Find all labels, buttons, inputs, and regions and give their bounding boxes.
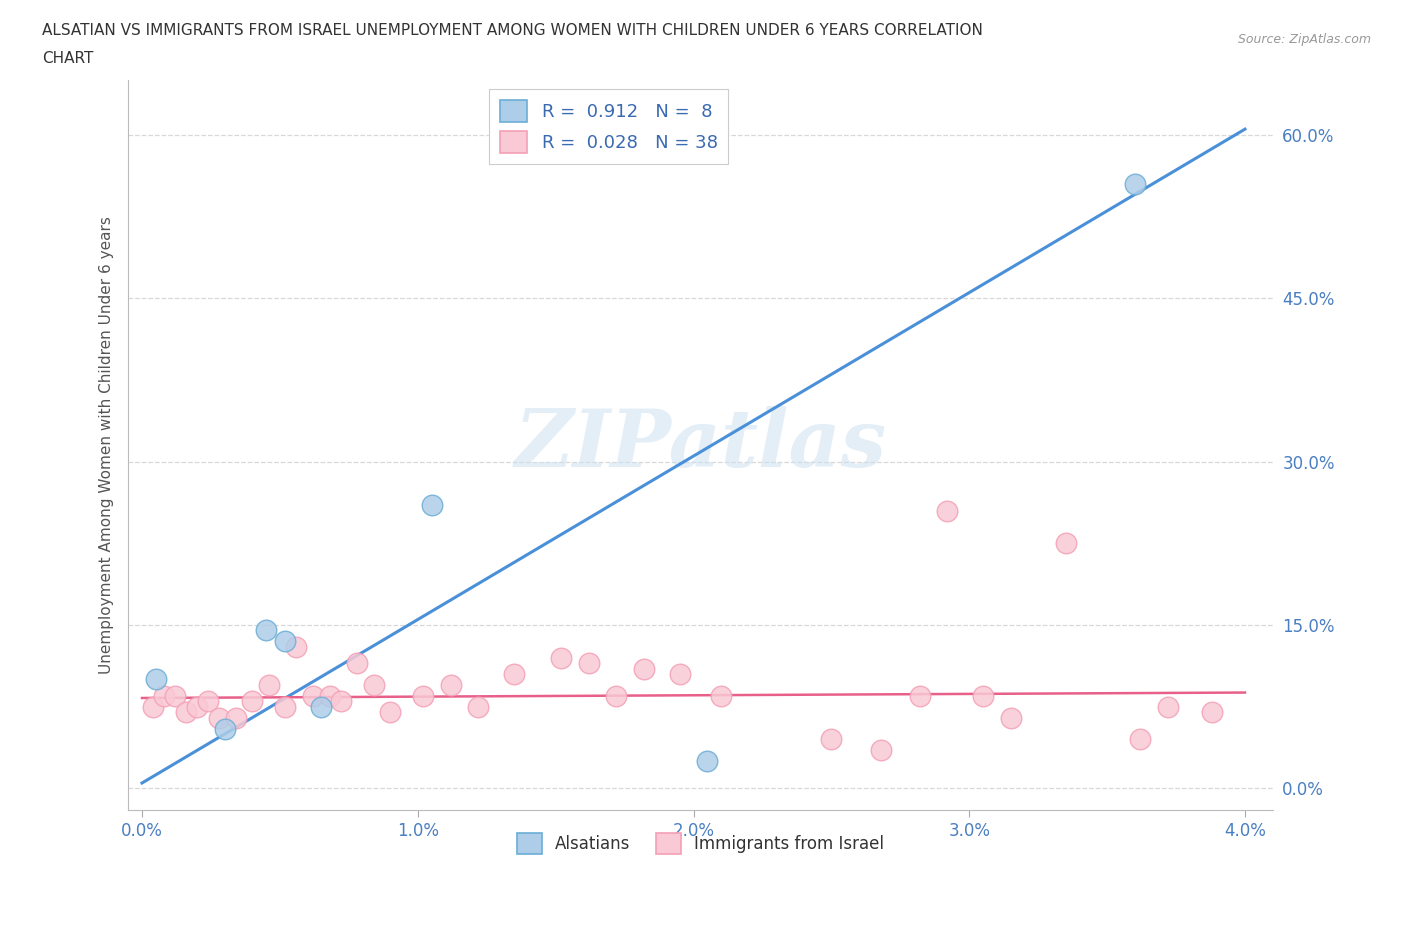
Point — [696, 754, 718, 769]
Point — [274, 699, 297, 714]
Point — [197, 694, 219, 709]
Text: CHART: CHART — [42, 51, 94, 66]
Point — [145, 672, 167, 687]
Point — [302, 688, 325, 703]
Point — [346, 656, 368, 671]
Point — [274, 634, 297, 649]
Point — [1157, 699, 1180, 714]
Point — [710, 688, 733, 703]
Point — [318, 688, 340, 703]
Point — [1129, 732, 1152, 747]
Point — [153, 688, 176, 703]
Point — [420, 498, 443, 512]
Text: ZIPatlas: ZIPatlas — [515, 406, 886, 484]
Point — [225, 711, 247, 725]
Point — [254, 623, 277, 638]
Point — [440, 677, 463, 692]
Point — [380, 705, 402, 720]
Point — [633, 661, 655, 676]
Point — [174, 705, 197, 720]
Point — [214, 721, 236, 736]
Point — [142, 699, 165, 714]
Point — [412, 688, 434, 703]
Point — [550, 650, 572, 665]
Y-axis label: Unemployment Among Women with Children Under 6 years: Unemployment Among Women with Children U… — [100, 217, 114, 674]
Point — [972, 688, 994, 703]
Point — [605, 688, 627, 703]
Point — [309, 699, 332, 714]
Point — [668, 667, 690, 682]
Point — [578, 656, 600, 671]
Text: ALSATIAN VS IMMIGRANTS FROM ISRAEL UNEMPLOYMENT AMONG WOMEN WITH CHILDREN UNDER : ALSATIAN VS IMMIGRANTS FROM ISRAEL UNEMP… — [42, 23, 983, 38]
Point — [208, 711, 231, 725]
Point — [908, 688, 931, 703]
Point — [165, 688, 187, 703]
Point — [820, 732, 842, 747]
Point — [186, 699, 208, 714]
Point — [257, 677, 280, 692]
Legend: Alsatians, Immigrants from Israel: Alsatians, Immigrants from Israel — [510, 827, 890, 860]
Text: Source: ZipAtlas.com: Source: ZipAtlas.com — [1237, 33, 1371, 46]
Point — [1201, 705, 1223, 720]
Point — [1123, 176, 1146, 191]
Point — [467, 699, 489, 714]
Point — [503, 667, 526, 682]
Point — [936, 503, 959, 518]
Point — [870, 743, 893, 758]
Point — [329, 694, 352, 709]
Point — [285, 639, 308, 654]
Point — [1054, 536, 1077, 551]
Point — [363, 677, 385, 692]
Point — [240, 694, 263, 709]
Point — [1000, 711, 1022, 725]
